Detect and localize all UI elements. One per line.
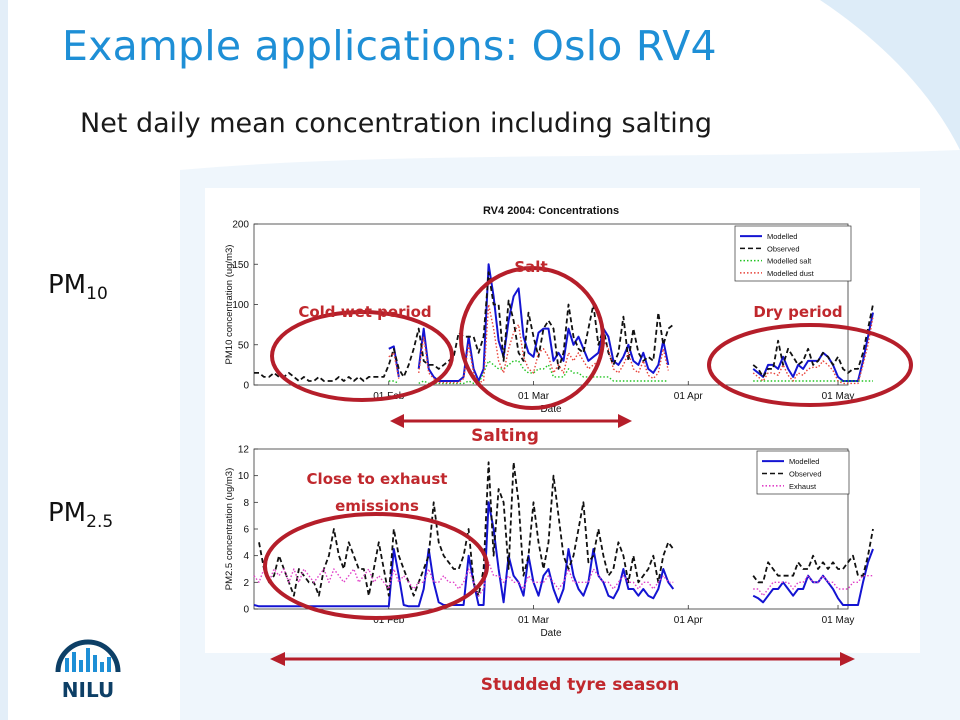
legend-label: Modelled dust xyxy=(767,269,815,278)
series-line-exhaust xyxy=(253,561,873,597)
x-tick-label: 01 Feb xyxy=(373,615,405,626)
y-tick-label: 8 xyxy=(243,498,249,509)
y-tick-label: 100 xyxy=(232,300,249,311)
legend-label: Observed xyxy=(789,470,822,479)
x-tick-label: 01 Mar xyxy=(518,391,550,402)
x-tick-label: 01 Apr xyxy=(674,615,704,626)
legend-box xyxy=(756,450,850,495)
logo-arc-icon xyxy=(55,639,121,673)
salt-ellipse xyxy=(459,266,605,410)
close-to-exhaust-ellipse xyxy=(263,512,489,620)
y-tick-label: 2 xyxy=(243,578,249,589)
y-axis-label: PM2.5 concentration (ug/m3) xyxy=(224,468,235,591)
slide-title: Example applications: Oslo RV4 xyxy=(62,22,717,70)
logo-text: NILU xyxy=(62,678,114,702)
legend-label: Exhaust xyxy=(789,482,817,491)
y-tick-label: 12 xyxy=(238,445,250,456)
legend-label: Observed xyxy=(767,244,800,253)
x-tick-label: 01 Apr xyxy=(674,391,704,402)
pm25-label: PM2.5 xyxy=(48,498,114,533)
y-tick-label: 50 xyxy=(238,340,250,351)
y-tick-label: 0 xyxy=(243,381,249,392)
chart-title: RV4 2004: Concentrations xyxy=(483,205,619,217)
dry-period-annotation: Dry period xyxy=(753,303,842,321)
x-tick-label: 01 May xyxy=(822,391,855,402)
legend-label: Modelled xyxy=(767,232,797,241)
y-tick-label: 150 xyxy=(232,260,249,271)
series-line-modelled xyxy=(253,501,874,608)
cold-wet-period-ellipse xyxy=(270,310,454,402)
series-line-modelled-salt xyxy=(388,360,873,385)
slide-subtitle: Net daily mean concentration including s… xyxy=(80,108,712,139)
y-axis-label: PM10 concentration (ug/m3) xyxy=(224,245,235,365)
legend-label: Modelled salt xyxy=(767,257,812,266)
y-tick-label: 0 xyxy=(243,605,249,616)
salting-annotation: Salting xyxy=(471,426,539,446)
pm10-label: PM10 xyxy=(48,270,108,305)
legend-label: Modelled xyxy=(789,457,819,466)
close-to-exhaust-annotation-line1: Close to exhaust xyxy=(307,470,448,488)
x-axis-label: Date xyxy=(540,628,562,639)
salt-annotation: Salt xyxy=(514,258,547,276)
dry-period-ellipse xyxy=(707,323,913,407)
x-tick-label: 01 May xyxy=(822,615,855,626)
series-line-observed xyxy=(258,461,874,597)
series-line-modelled-dust xyxy=(388,303,874,385)
cold-wet-period-annotation: Cold wet period xyxy=(298,303,431,321)
annotation-layer: Salt Cold wet period Dry period Salting … xyxy=(263,258,913,695)
y-tick-label: 10 xyxy=(238,471,250,482)
y-tick-label: 200 xyxy=(232,220,249,231)
x-axis-label: Date xyxy=(540,404,562,415)
y-tick-label: 4 xyxy=(243,551,249,562)
studded-tyre-season-annotation: Studded tyre season xyxy=(481,675,680,695)
close-to-exhaust-annotation-line2: emissions xyxy=(335,497,419,515)
y-tick-label: 6 xyxy=(243,525,249,536)
studded-tyre-arrow xyxy=(270,652,855,666)
x-tick-label: 01 Mar xyxy=(518,615,550,626)
pm25-chart: 0 2 4 6 8 10 12 01 Feb 01 Mar 01 Apr 01 May Date PM2… xyxy=(224,445,874,639)
salting-arrow xyxy=(390,414,632,428)
nilu-logo: NILU xyxy=(55,639,121,702)
